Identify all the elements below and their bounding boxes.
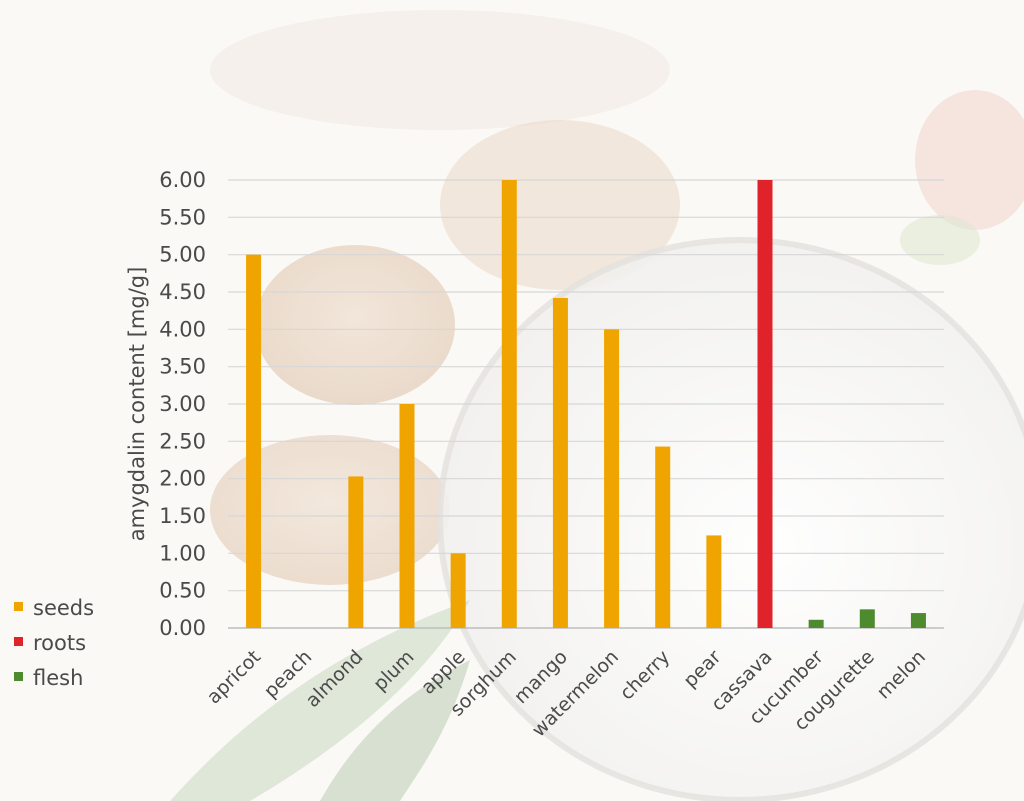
bar-almond (348, 476, 364, 628)
bar-plum (399, 404, 415, 628)
y-tick-label: 0.00 (159, 616, 206, 640)
y-tick-label: 4.00 (159, 317, 206, 341)
bar-apricot (246, 254, 262, 628)
x-tick-label: pear (679, 646, 725, 692)
y-tick-label: 2.50 (159, 429, 206, 453)
bar-cougurette (859, 609, 875, 628)
y-axis-title: amygdalin content [mg/g] (125, 267, 149, 542)
legend-swatch-roots (14, 637, 23, 646)
y-axis-ticks: 0.00 0.50 1.00 1.50 2.00 2.50 3.00 3.50 4.00 4.50… (159, 168, 206, 640)
y-tick-label: 0.50 (159, 579, 206, 603)
y-tick-label: 3.00 (159, 392, 206, 416)
legend-swatch-flesh (14, 672, 23, 681)
legend: seeds roots flesh (14, 596, 94, 690)
y-tick-label: 5.50 (159, 205, 206, 229)
x-tick-label: apricot (203, 646, 265, 708)
y-tick-label: 4.50 (159, 280, 206, 304)
y-tick-label: 5.00 (159, 243, 206, 267)
legend-label-roots: roots (33, 631, 86, 655)
legend-label-seeds: seeds (33, 596, 94, 620)
x-tick-label: plum (369, 646, 418, 695)
y-tick-label: 1.00 (159, 541, 206, 565)
bar-mango (552, 297, 568, 628)
bars (246, 180, 926, 628)
x-tick-label: cherry (616, 646, 674, 704)
y-tick-label: 1.50 (159, 504, 206, 528)
y-tick-label: 6.00 (159, 168, 206, 192)
bar-pear (706, 535, 722, 628)
y-tick-label: 2.00 (159, 467, 206, 491)
legend-swatch-seeds (14, 602, 23, 611)
bar-watermelon (604, 329, 620, 628)
x-tick-label: almond (302, 646, 368, 712)
legend-label-flesh: flesh (33, 666, 83, 690)
bar-melon (910, 613, 926, 628)
bar-cassava (757, 180, 773, 628)
bar-cherry (655, 446, 671, 628)
bar-apple (450, 553, 466, 628)
gridlines (228, 179, 944, 592)
y-tick-label: 3.50 (159, 355, 206, 379)
bar-sorghum (501, 180, 517, 628)
x-tick-label: melon (873, 646, 930, 703)
bar-cucumber (808, 619, 824, 628)
